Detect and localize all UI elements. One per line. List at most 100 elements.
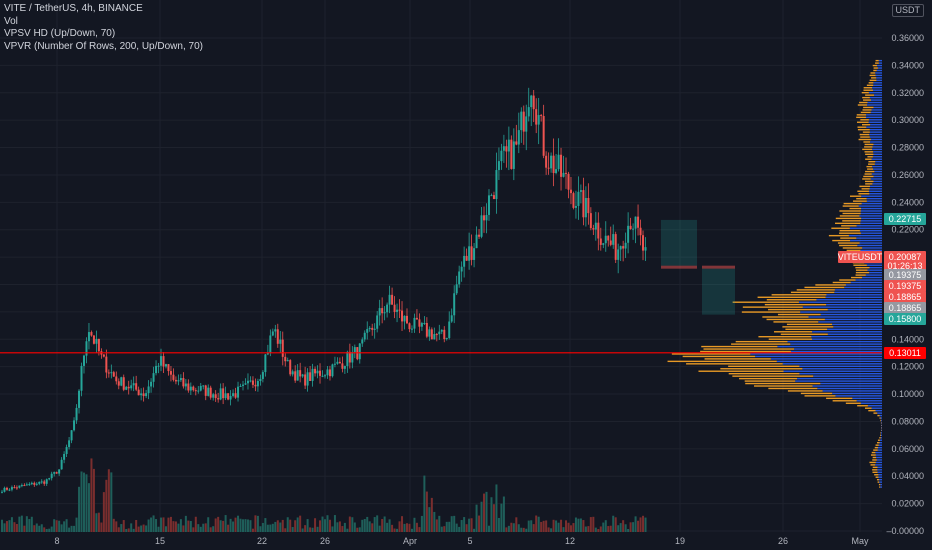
vp-bar-up — [834, 291, 882, 294]
candle-body — [68, 440, 71, 448]
vp-bar-up — [872, 146, 882, 148]
volume-bar — [60, 524, 63, 532]
vp-bar-down — [839, 279, 856, 281]
candle-body — [110, 372, 113, 374]
volume-bar — [249, 520, 252, 532]
volume-bar — [160, 517, 163, 532]
price-tag-label: 0.22715 — [889, 214, 922, 224]
position-stop-zone — [702, 268, 735, 315]
volume-bar — [179, 519, 182, 532]
volume-bar — [237, 515, 240, 532]
volume-bar — [453, 515, 456, 532]
vp-bar-down — [839, 244, 858, 247]
vp-bar-up — [750, 353, 882, 355]
vp-bar-down — [872, 469, 878, 471]
volume-bar — [545, 520, 548, 532]
vp-bar-up — [873, 175, 882, 178]
volume-bar — [550, 528, 553, 532]
candle-body — [95, 338, 98, 344]
volume-bar — [286, 517, 289, 532]
volume-bar — [634, 516, 637, 532]
legend-vpsv[interactable]: VPSV HD (Up/Down, 70) — [4, 28, 116, 39]
vp-bar-up — [865, 274, 882, 276]
candle-body — [53, 472, 56, 474]
vp-bar-up — [875, 72, 882, 74]
vp-bar-up — [811, 336, 882, 338]
volume-bar — [73, 525, 76, 532]
volume-bar — [490, 497, 493, 532]
x-tick-label: 26 — [320, 536, 330, 546]
vp-bar-down — [872, 64, 877, 67]
vp-bar-up — [869, 96, 882, 99]
candle-body — [8, 489, 11, 491]
price-tag-label: 01:26:13 — [887, 261, 922, 271]
vp-bar-down — [845, 402, 861, 404]
vp-bar-up — [827, 333, 882, 335]
legend-volume[interactable]: Vol — [4, 15, 18, 27]
candle-body — [256, 381, 259, 387]
candle-body — [3, 487, 6, 492]
volume-bar — [602, 522, 605, 532]
time-axis[interactable]: 8 15 22 26 Apr 5 12 19 26 May — [54, 536, 869, 546]
volume-bar — [619, 523, 622, 532]
vp-bar-down — [859, 133, 870, 136]
candle-body — [403, 315, 406, 322]
volume-profile — [667, 59, 882, 488]
candle-body — [251, 380, 254, 385]
candle-body — [587, 197, 590, 214]
x-tick-label: 12 — [565, 536, 575, 546]
vp-bar-up — [873, 168, 882, 170]
vp-bar-down — [857, 405, 868, 407]
candle-body — [565, 172, 568, 174]
vp-bar-down — [832, 281, 851, 284]
candle-body — [423, 322, 426, 324]
currency-label[interactable]: USDT — [891, 4, 924, 17]
volume-bar — [574, 517, 577, 532]
vp-bar-down — [855, 266, 870, 269]
candle-body — [224, 393, 227, 399]
candle-body — [232, 393, 235, 396]
candle-body — [386, 304, 389, 313]
volume-bar — [242, 519, 245, 532]
legend-symbol[interactable]: VITE / TetherUS, 4h, BINANCE — [4, 3, 143, 14]
vp-bar-down — [871, 77, 877, 79]
volume-bar — [107, 469, 110, 532]
vp-bar-down — [842, 212, 861, 215]
candle-body — [545, 155, 548, 168]
volume-bar — [403, 523, 406, 532]
y-tick-label: 0.02000 — [891, 499, 924, 509]
vp-bar-down — [862, 148, 873, 151]
volume-bar — [92, 468, 95, 532]
volume-bar — [448, 521, 451, 532]
candle-body — [552, 155, 555, 174]
price-tag-bg — [884, 302, 926, 314]
vp-bar-down — [739, 377, 798, 380]
price-tag-bg — [884, 280, 926, 292]
candle-body — [264, 354, 267, 373]
candle-body — [23, 485, 26, 487]
candle-body — [299, 370, 302, 377]
candle-body — [557, 154, 560, 170]
candle-body — [60, 459, 63, 470]
candle-body — [470, 246, 473, 260]
volume-bar — [169, 516, 172, 532]
candle-body — [433, 334, 436, 340]
price-tag-label: 0.19375 — [889, 270, 922, 280]
candle-body — [396, 309, 399, 312]
candle-body — [405, 315, 408, 324]
volume-bar — [214, 518, 217, 532]
vp-bar-up — [871, 158, 882, 160]
vp-bar-up — [856, 237, 882, 239]
candle-body — [353, 347, 356, 353]
volume-bar — [296, 517, 299, 532]
volume-bar — [152, 515, 155, 532]
vp-bar-down — [869, 74, 876, 77]
vp-bar-up — [826, 303, 882, 306]
vp-bar-down — [859, 101, 868, 104]
vp-bar-down — [863, 89, 873, 91]
vp-bar-down — [860, 111, 871, 114]
vp-bar-down — [864, 180, 874, 183]
legend-vpvr[interactable]: VPVR (Number Of Rows, 200, Up/Down, 70) — [4, 40, 203, 52]
price-tag-bg — [884, 269, 926, 281]
